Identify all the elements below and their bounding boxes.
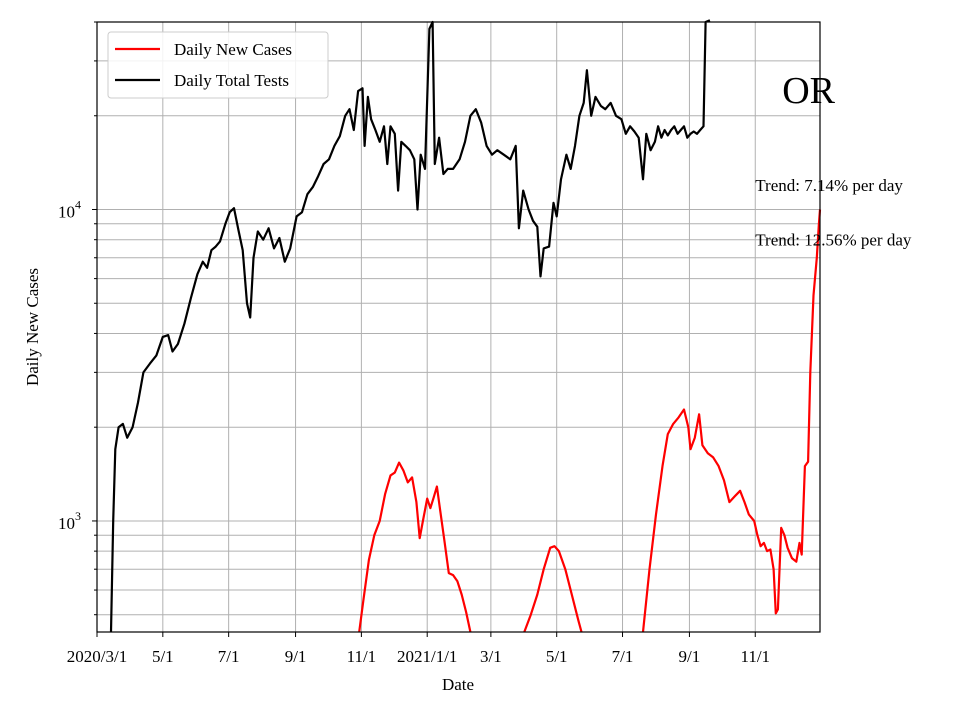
plot-frame xyxy=(96,21,821,633)
y-tick-label: 103 xyxy=(58,509,81,533)
x-tick-label: 2021/1/1 xyxy=(397,647,457,666)
series-line-daily-total-tests xyxy=(109,19,711,633)
y-tick-base: 10 xyxy=(58,514,75,533)
annotation-layer: OR Trend: 7.14% per day Trend: 12.56% per … xyxy=(755,70,912,250)
x-tick-label: 5/1 xyxy=(546,647,568,666)
series-layer xyxy=(109,19,822,633)
x-tick-label: 5/1 xyxy=(152,647,174,666)
x-tick-label: 2020/3/1 xyxy=(67,647,127,666)
x-tick-label: 11/1 xyxy=(347,647,377,666)
x-tick-label: 9/1 xyxy=(679,647,701,666)
trend-annotation: Trend: 12.56% per day xyxy=(755,231,912,250)
x-tick-label: 7/1 xyxy=(218,647,240,666)
region-label: OR xyxy=(782,70,835,112)
y-tick-label: 104 xyxy=(58,198,81,222)
y-tick-exponent: 4 xyxy=(75,198,81,212)
legend: Daily New Cases Daily Total Tests xyxy=(107,31,329,99)
legend-box xyxy=(107,31,329,99)
legend-label-total-tests: Daily Total Tests xyxy=(174,71,289,90)
x-tick-label: 3/1 xyxy=(480,647,502,666)
y-tick-exponent: 3 xyxy=(75,509,81,523)
y-axis-title: Daily New Cases xyxy=(23,268,42,386)
x-tick-label: 11/1 xyxy=(740,647,770,666)
x-tick-label: 9/1 xyxy=(285,647,307,666)
x-tick-label: 7/1 xyxy=(612,647,634,666)
x-axis-title: Date xyxy=(442,675,474,694)
tick-layer: 2020/3/1 5/1 7/1 9/1 11/1 2021/1/1 3/1 5/1 7/1 9/… xyxy=(58,21,770,666)
trend-annotation: Trend: 7.14% per day xyxy=(755,176,903,195)
legend-label-new-cases: Daily New Cases xyxy=(174,40,292,59)
y-tick-base: 10 xyxy=(58,203,75,222)
series-line-daily-new-cases xyxy=(358,209,822,633)
